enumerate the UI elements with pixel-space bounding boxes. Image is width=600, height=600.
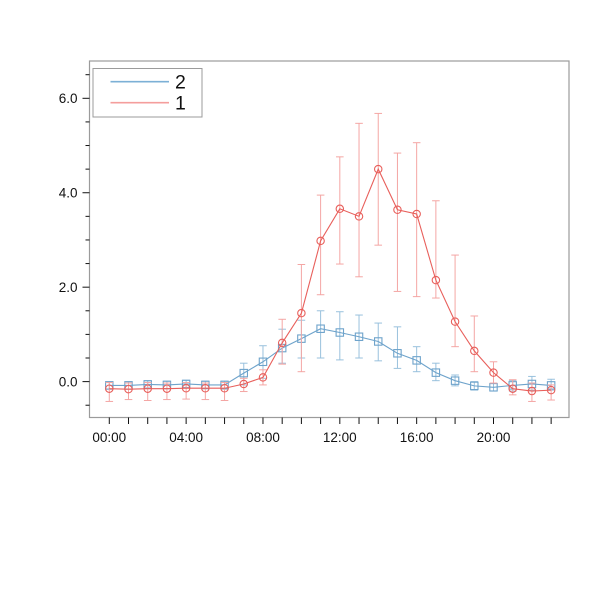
y-tick-label: 4.0 — [59, 185, 78, 200]
square-marker — [316, 324, 325, 333]
square-marker — [393, 349, 402, 358]
series-line — [109, 328, 552, 388]
x-axis-ticks — [108, 417, 552, 424]
circle-marker — [450, 317, 460, 326]
series-1-errorbars — [105, 112, 555, 402]
legend-box — [92, 68, 203, 118]
circle-marker — [527, 386, 537, 396]
y-axis-ticks — [82, 74, 90, 406]
legend-entry-1: 1 — [110, 93, 186, 115]
circle-marker — [412, 209, 421, 219]
x-tick-label: 08:00 — [246, 430, 280, 445]
square-marker — [354, 332, 364, 342]
legend-label: 1 — [175, 93, 186, 115]
x-tick-label: 16:00 — [400, 430, 434, 445]
square-marker — [373, 337, 383, 346]
x-tick-label: 12:00 — [323, 430, 357, 445]
circle-marker — [431, 275, 441, 285]
circle-marker — [335, 204, 345, 214]
circle-marker — [124, 384, 133, 394]
circle-marker — [470, 346, 479, 356]
circle-marker — [393, 205, 402, 214]
circle-marker — [105, 384, 114, 393]
square-marker — [258, 357, 268, 367]
circle-marker — [354, 212, 364, 221]
x-tick-label: 00:00 — [92, 430, 126, 445]
series-1-line — [109, 167, 552, 392]
y-tick-label: 2.0 — [59, 280, 78, 295]
circle-marker — [181, 383, 191, 393]
legend-entry-2: 2 — [110, 72, 186, 94]
square-marker — [489, 383, 498, 392]
square-marker — [239, 368, 249, 378]
square-marker — [431, 368, 441, 377]
square-marker — [412, 356, 421, 365]
circle-marker — [546, 385, 556, 395]
circle-marker — [277, 338, 287, 348]
circle-marker — [489, 368, 498, 377]
circle-marker — [143, 384, 152, 393]
circle-marker — [508, 384, 517, 393]
circle-marker — [316, 236, 325, 246]
x-tick-label: 04:00 — [169, 430, 203, 445]
circle-marker — [162, 384, 172, 393]
square-marker — [335, 328, 345, 337]
series-2-errorbars — [105, 310, 555, 392]
legend: 21 — [92, 68, 203, 118]
circle-marker — [297, 308, 306, 318]
y-axis-labels: 0.0 2.0 4.0 6.0 — [59, 91, 78, 389]
y-tick-label: 0.0 — [59, 374, 78, 389]
circle-marker — [373, 164, 383, 174]
series-line — [109, 167, 552, 392]
series-2-line — [109, 328, 552, 388]
square-marker — [470, 381, 479, 391]
series-1-markers — [105, 164, 556, 396]
circle-marker — [258, 373, 268, 382]
x-axis-labels: 00:00 04:00 08:00 12:00 16:00 20:00 — [92, 430, 510, 445]
x-tick-label: 20:00 — [477, 430, 511, 445]
circle-marker — [201, 383, 210, 393]
square-marker — [450, 376, 460, 385]
circle-marker — [239, 379, 249, 389]
legend-label: 2 — [175, 72, 186, 94]
y-tick-label: 6.0 — [59, 91, 78, 106]
plot-frame — [88, 60, 570, 419]
circle-marker — [220, 383, 229, 393]
series-2-markers — [105, 324, 556, 392]
